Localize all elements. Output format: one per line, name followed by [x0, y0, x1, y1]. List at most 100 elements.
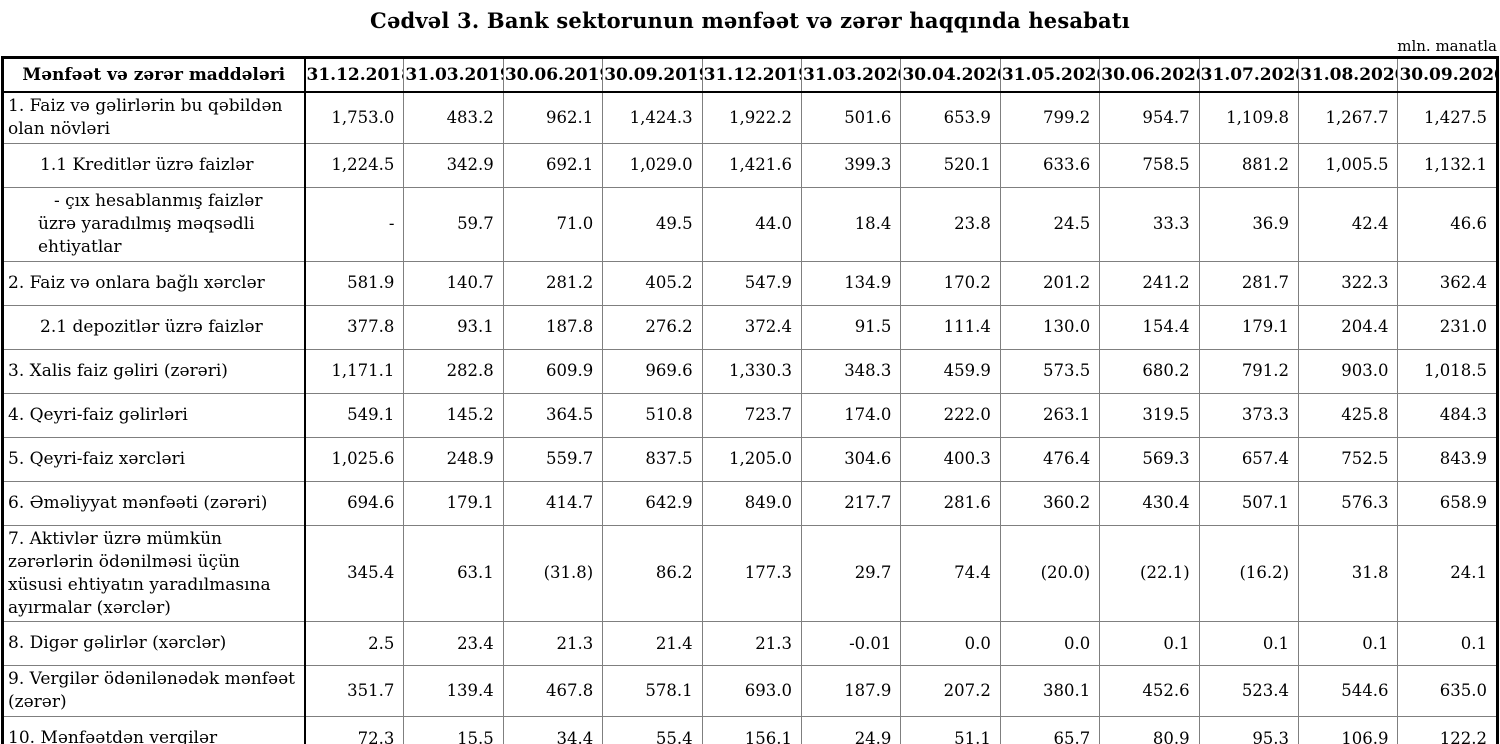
value-cell: 187.9 [801, 665, 902, 718]
value-cell: 791.2 [1198, 348, 1300, 394]
value-cell: 29.7 [801, 524, 902, 623]
table-row: 9. Vergilər ödənilənədək mənfəət (zərər)… [2, 665, 1498, 718]
value-cell: 21.4 [602, 621, 703, 667]
value-cell: 134.9 [801, 260, 902, 306]
value-cell: 0.1 [1298, 621, 1399, 667]
value-cell: 1,922.2 [701, 91, 803, 144]
value-cell: 476.4 [999, 436, 1101, 482]
value-cell: 80.9 [1099, 716, 1200, 744]
row-label: 2.1 depozitlər üzrə faizlər [2, 304, 306, 350]
value-cell: 44.0 [701, 186, 803, 262]
value-cell: 207.2 [900, 665, 1001, 718]
value-cell: 0.1 [1397, 621, 1498, 667]
value-cell: 179.1 [1198, 304, 1300, 350]
value-cell: 72.3 [303, 716, 405, 744]
value-cell: 33.3 [1099, 186, 1200, 262]
report-table: Mənfəət və zərər maddələri 31.12.2018 31.0… [1, 56, 1499, 744]
value-cell: 351.7 [303, 665, 405, 718]
value-cell: 954.7 [1099, 91, 1200, 144]
row-label: 1. Faiz və gəlirlərin bu qəbildən olan n… [2, 91, 306, 144]
value-cell: 0.1 [1099, 621, 1200, 667]
value-cell: 93.1 [403, 304, 504, 350]
value-cell: 263.1 [999, 392, 1101, 438]
value-cell: 635.0 [1397, 665, 1498, 718]
value-cell: 15.5 [403, 716, 504, 744]
page-title: Cədvəl 3. Bank sektorunun mənfəət və zər… [370, 8, 1130, 33]
row-label: 3. Xalis faiz gəliri (zərəri) [2, 348, 306, 394]
value-cell: 881.2 [1198, 142, 1300, 188]
value-cell: 46.6 [1397, 186, 1498, 262]
date-column-header: 31.03.2019 [403, 57, 504, 93]
value-cell: 969.6 [602, 348, 703, 394]
value-cell: 91.5 [801, 304, 902, 350]
value-cell: 653.9 [900, 91, 1001, 144]
value-cell: 547.9 [701, 260, 803, 306]
value-cell: 95.3 [1198, 716, 1300, 744]
table-row: - çıx hesablanmış faizlər üzrə yaradılmı… [2, 186, 1498, 262]
value-cell: 400.3 [900, 436, 1001, 482]
value-cell: 36.9 [1198, 186, 1300, 262]
value-cell: 74.4 [900, 524, 1001, 623]
date-column-header: 30.06.2019 [502, 57, 604, 93]
value-cell: 24.1 [1397, 524, 1498, 623]
value-cell: 31.8 [1298, 524, 1399, 623]
value-cell: 174.0 [801, 392, 902, 438]
date-column-header: 31.08.2020 [1298, 57, 1399, 93]
report-page: Cədvəl 3. Bank sektorunun mənfəət və zər… [0, 8, 1500, 744]
value-cell: 693.0 [701, 665, 803, 718]
value-cell: 0.1 [1198, 621, 1300, 667]
value-cell: 49.5 [602, 186, 703, 262]
value-cell: 1,018.5 [1397, 348, 1498, 394]
value-cell: 21.3 [502, 621, 604, 667]
value-cell: 578.1 [602, 665, 703, 718]
row-label: 2. Faiz və onlara bağlı xərclər [2, 260, 306, 306]
value-cell: 130.0 [999, 304, 1101, 350]
table-row: 7. Aktivlər üzrə mümkün zərərlərin ödəni… [2, 524, 1498, 623]
unit-note: mln. manatla [1397, 37, 1497, 55]
value-cell: 231.0 [1397, 304, 1498, 350]
value-cell: 281.6 [900, 480, 1001, 526]
value-cell: 1,224.5 [303, 142, 405, 188]
table-row: 6. Əməliyyat mənfəəti (zərəri) 694.6 179.1… [2, 480, 1498, 526]
value-cell: 18.4 [801, 186, 902, 262]
value-cell: 658.9 [1397, 480, 1498, 526]
row-label: 1.1 Kreditlər üzrə faizlər [2, 142, 306, 188]
value-cell: 723.7 [701, 392, 803, 438]
value-cell: 348.3 [801, 348, 902, 394]
value-cell: 405.2 [602, 260, 703, 306]
value-cell: 42.4 [1298, 186, 1399, 262]
value-cell: 467.8 [502, 665, 604, 718]
value-cell: 304.6 [801, 436, 902, 482]
table-row: 2.1 depozitlər üzrə faizlər 377.8 93.1 187.… [2, 304, 1498, 350]
value-cell: 544.6 [1298, 665, 1399, 718]
date-column-header: 31.12.2019 [701, 57, 803, 93]
value-cell: 799.2 [999, 91, 1101, 144]
value-cell: 752.5 [1298, 436, 1399, 482]
value-cell: 59.7 [403, 186, 504, 262]
value-cell: 373.3 [1198, 392, 1300, 438]
value-cell: 1,171.1 [303, 348, 405, 394]
value-cell: 484.3 [1397, 392, 1498, 438]
date-column-header: 30.09.2019 [602, 57, 703, 93]
value-cell: 1,025.6 [303, 436, 405, 482]
value-cell: 452.6 [1099, 665, 1200, 718]
value-cell: 758.5 [1099, 142, 1200, 188]
value-cell: 843.9 [1397, 436, 1498, 482]
row-label: 4. Qeyri-faiz gəlirləri [2, 392, 306, 438]
value-cell: 1,330.3 [701, 348, 803, 394]
value-cell: 837.5 [602, 436, 703, 482]
value-cell: 345.4 [303, 524, 405, 623]
value-cell: 692.1 [502, 142, 604, 188]
value-cell: 106.9 [1298, 716, 1399, 744]
value-cell: 430.4 [1099, 480, 1200, 526]
table-head: Mənfəət və zərər maddələri 31.12.2018 31.0… [2, 57, 1498, 93]
value-cell: 322.3 [1298, 260, 1399, 306]
value-cell: 523.4 [1198, 665, 1300, 718]
table-row: 4. Qeyri-faiz gəlirləri 549.1 145.2 364.5 51… [2, 392, 1498, 438]
value-cell: 399.3 [801, 142, 902, 188]
date-column-header: 31.12.2018 [303, 57, 405, 93]
value-cell: (16.2) [1198, 524, 1300, 623]
value-cell: 71.0 [502, 186, 604, 262]
table-row: 8. Digər gəlirlər (xərclər) 2.5 23.4 21.3 21… [2, 621, 1498, 667]
date-column-header: 30.04.2020 [900, 57, 1001, 93]
